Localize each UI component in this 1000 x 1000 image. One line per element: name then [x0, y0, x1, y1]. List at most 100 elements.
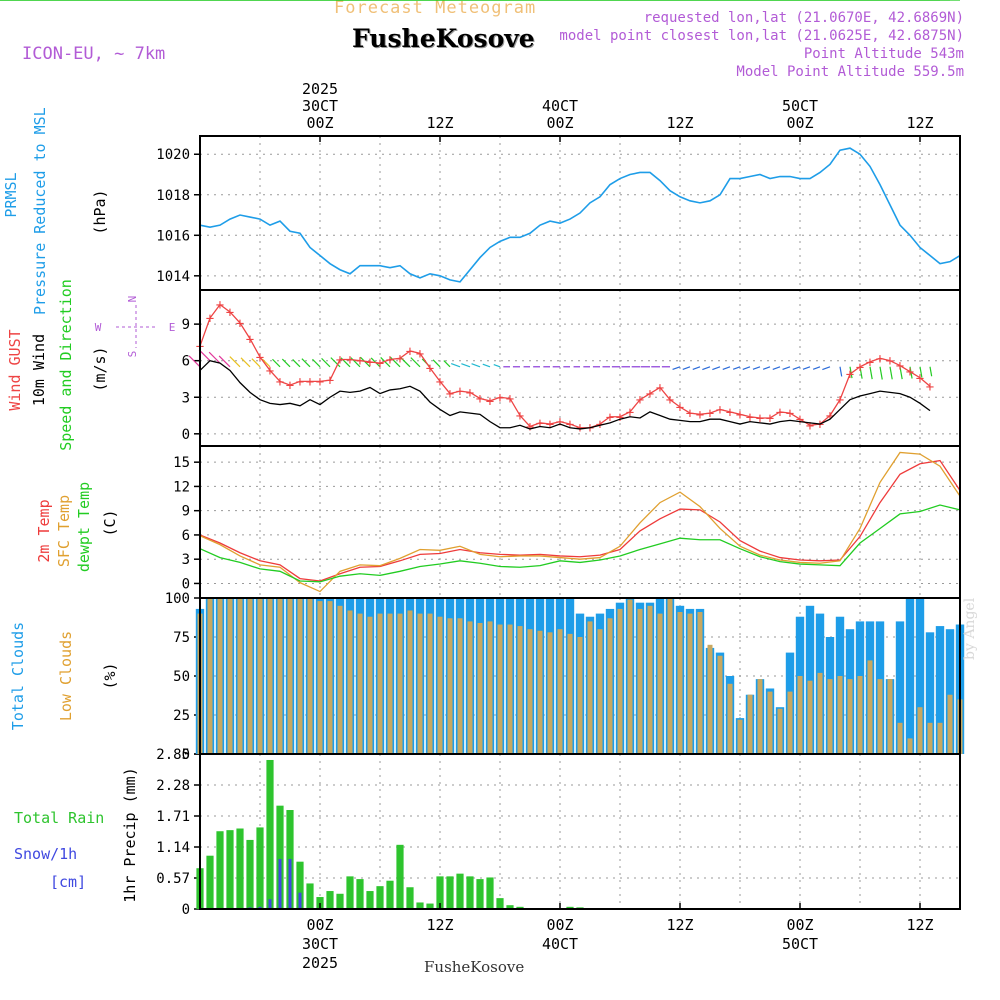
wind-arrow	[272, 358, 281, 368]
wind-gust-marker: +	[566, 417, 574, 433]
y-tick-label: 9	[182, 317, 190, 333]
top-axis-label: 50CT	[782, 97, 818, 115]
wind-arrow	[682, 366, 691, 370]
wind-gust-marker: +	[906, 365, 914, 381]
low-clouds-bar	[357, 613, 363, 754]
wind-10m-series	[199, 359, 931, 430]
temp-unit: (C)	[101, 509, 119, 537]
compass-s: S	[126, 351, 139, 358]
y-tick-label: 50	[173, 669, 190, 685]
wind-gust-marker: +	[726, 405, 734, 421]
wind-gust-marker: +	[416, 346, 424, 362]
top-axis-label: 00Z	[306, 114, 333, 132]
wind-arrow	[722, 366, 731, 370]
wind-gust-marker: +	[346, 352, 354, 368]
wind-arrow	[482, 363, 491, 368]
wind-gust-marker: +	[696, 407, 704, 423]
low-clouds-bar	[867, 660, 873, 754]
low-clouds-bar	[477, 622, 483, 754]
low-clouds-bar	[467, 621, 473, 754]
bottom-axis-label: 40CT	[542, 935, 578, 953]
y-tick-label: 3	[182, 552, 190, 568]
wind-gust-marker: +	[666, 393, 674, 409]
total-clouds-bar	[895, 621, 905, 754]
low-clouds-bar	[377, 613, 383, 754]
credit-watermark: by Angel	[962, 597, 978, 660]
wind-arrow	[802, 366, 811, 370]
wind-arrow	[240, 357, 251, 368]
wind-gust-marker: +	[216, 298, 224, 314]
wind-arrow	[899, 366, 903, 380]
wind-dir-label: Speed and Direction	[57, 279, 75, 451]
low-clouds-bar	[877, 679, 883, 754]
wind-gust-marker: +	[916, 371, 924, 387]
low-clouds-bar	[697, 612, 703, 754]
wind-gust-marker: +	[396, 351, 404, 367]
wind-arrow	[292, 358, 301, 368]
low-clouds-bar	[937, 722, 943, 754]
wind-gust-marker: +	[636, 393, 644, 409]
low-clouds-bar	[347, 610, 353, 754]
model-name: ICON-EU, ~ 7km	[22, 44, 166, 64]
low-clouds-bar	[227, 598, 233, 754]
wind-gust-marker: +	[356, 354, 364, 370]
low-clouds-bar	[317, 601, 323, 754]
footer-station: FusheKosove	[424, 958, 525, 976]
wind-arrow	[312, 358, 321, 368]
low-clouds-bar	[527, 629, 533, 754]
low-clouds-bar	[497, 624, 503, 754]
low-clouds-bar	[827, 679, 833, 754]
wind-gust-marker: +	[866, 355, 874, 371]
y-tick-label: 12	[173, 479, 190, 495]
y-tick-label: 15	[173, 455, 190, 471]
low-clouds-bar	[447, 618, 453, 754]
wind-gust-marker: +	[846, 367, 854, 383]
bottom-axis-label: 2025	[302, 954, 338, 972]
wind-gust-marker: +	[266, 363, 274, 379]
precip-unit: 1hr Precip (mm)	[121, 767, 139, 903]
wind-arrow	[461, 363, 471, 368]
wind-arrow	[471, 363, 481, 368]
low-clouds-bar	[367, 616, 373, 754]
rain-bar	[446, 876, 454, 909]
wind-gust-marker: +	[556, 415, 564, 431]
pressure-label-2: Pressure Reduced to MSL	[31, 107, 49, 315]
low-clouds-bar	[547, 632, 553, 754]
low-clouds-bar	[557, 629, 563, 754]
rain-bar	[416, 902, 424, 909]
wind-gust-marker: +	[716, 402, 724, 418]
low-clouds-bar	[767, 691, 773, 754]
low-clouds-bar	[857, 676, 863, 754]
wind-arrow	[712, 366, 721, 371]
wind-gust-marker: +	[826, 409, 834, 425]
compass-w: W	[95, 321, 102, 334]
y-tick-label: 2.85	[156, 747, 190, 763]
wind-gust-marker: +	[896, 359, 904, 375]
low-clouds-bar	[667, 598, 673, 754]
low-clouds-bar	[297, 598, 303, 754]
rain-bar	[426, 903, 434, 909]
low-clouds-bar	[787, 691, 793, 754]
bottom-axis-label: 12Z	[426, 916, 453, 934]
wind-gust-marker: +	[606, 410, 614, 426]
top-axis-label: 12Z	[426, 114, 453, 132]
total-rain-label: Total Rain	[14, 809, 105, 827]
wind-gust-marker: +	[276, 374, 284, 390]
wind-arrow	[301, 358, 311, 368]
low-clouds-bar	[757, 679, 763, 754]
y-tick-label: 100	[165, 591, 190, 607]
low-clouds-bar	[567, 633, 573, 754]
total-clouds-bar	[805, 605, 815, 754]
low-clouds-bar	[407, 610, 413, 754]
station-name: FusheKosove	[352, 24, 535, 53]
rain-bar	[296, 861, 304, 909]
rain-bar	[236, 828, 244, 909]
low-clouds-bar	[487, 621, 493, 754]
wind-gust-marker: +	[226, 305, 234, 321]
wind-gust-marker: +	[516, 409, 524, 425]
top-axis-label: 12Z	[906, 114, 933, 132]
wind-gust-marker: +	[786, 406, 794, 422]
rain-bar	[256, 827, 264, 909]
y-tick-label: 1.14	[156, 840, 190, 856]
bottom-axis-label: 30CT	[302, 935, 338, 953]
